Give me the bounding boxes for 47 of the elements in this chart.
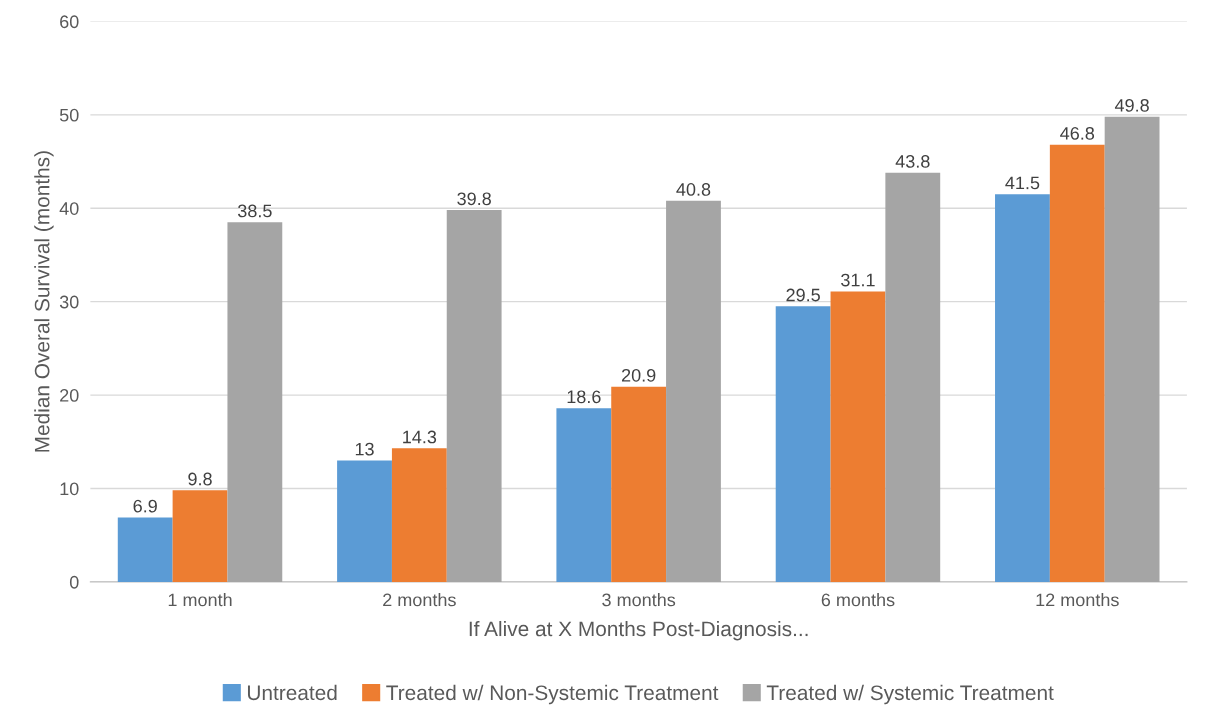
y-axis-title: Median Overal Survival (months) (34, 151, 54, 452)
data-label: 14.3 (403, 430, 437, 444)
y-tick-label: 60 (60, 15, 79, 29)
legend-label: Untreated (247, 684, 337, 701)
data-label: 38.5 (237, 204, 272, 218)
x-tick-label: 1 month (168, 593, 232, 607)
data-label: 40.8 (676, 183, 711, 196)
bar (830, 291, 886, 582)
bar (1049, 144, 1105, 582)
data-label: 6.9 (133, 499, 157, 513)
data-label: 31.1 (841, 273, 875, 287)
data-label: 18.6 (567, 390, 601, 404)
x-tick-label: 2 months (383, 593, 456, 607)
data-label: 29.5 (786, 288, 820, 302)
legend-label: Treated w/ Systemic Treatment (766, 684, 1054, 705)
data-label: 9.8 (188, 472, 212, 486)
data-label: 39.8 (457, 192, 491, 206)
y-tick-label: 20 (60, 389, 79, 402)
data-label: 43.8 (895, 155, 930, 168)
data-label: 13 (355, 442, 374, 456)
bar (556, 408, 612, 582)
x-tick-label: 12 months (1036, 593, 1119, 607)
bar (227, 222, 283, 582)
bar (666, 200, 721, 582)
data-label: 49.8 (1114, 98, 1149, 112)
bar (775, 306, 831, 582)
y-tick-label: 0 (69, 575, 79, 589)
bar (337, 460, 392, 582)
bar (1104, 116, 1160, 582)
x-axis-title: If Alive at X Months Post-Diagnosis... (469, 620, 808, 641)
bar (446, 210, 502, 582)
bar (117, 517, 173, 582)
bar (391, 448, 447, 582)
y-tick-label: 50 (59, 108, 79, 122)
x-tick-label: 6 months (821, 593, 895, 607)
data-label: 20.9 (621, 368, 656, 382)
x-tick-label: 3 months (602, 593, 676, 607)
legend-label: Treated w/ Non-Systemic Treatment (386, 684, 719, 705)
y-tick-label: 10 (60, 482, 79, 496)
data-label: 41.5 (1005, 176, 1040, 190)
data-label: 46.8 (1060, 126, 1095, 140)
bar (611, 386, 667, 582)
bar (995, 194, 1050, 582)
y-tick-label: 40 (59, 202, 79, 215)
y-tick-label: 30 (59, 295, 79, 309)
bar (172, 490, 228, 582)
bar (885, 172, 941, 582)
